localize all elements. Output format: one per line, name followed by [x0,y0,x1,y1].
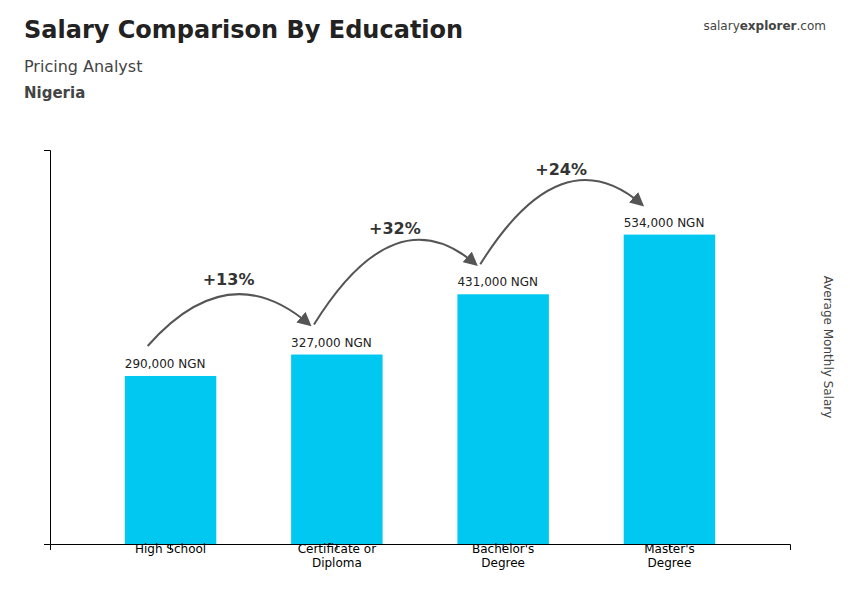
x-tick-label-line: High School [135,542,206,556]
site-branding-part: salary [703,19,739,33]
bar [624,235,715,544]
change-label: +24% [535,160,587,179]
change-label: +13% [203,270,255,289]
bar [457,294,548,544]
data-label: 431,000 NGN [457,275,538,289]
bar [291,355,382,544]
change-arrow [314,240,476,325]
x-tick-label-line: Master's [644,542,695,556]
chart-container: Salary Comparison By Education Pricing An… [0,0,850,606]
x-tick: Master'sDegree [644,542,695,570]
x-tick-label-line: Bachelor's [472,542,534,556]
plot-area [125,235,715,544]
x-tick: Bachelor'sDegree [472,542,534,570]
x-tick-label: Bachelor'sDegree [472,542,534,570]
bar [125,376,216,544]
x-tick-label-line: Certificate or [298,542,376,556]
x-axis: High School Certificate orDiploma Bachelor… [51,542,791,570]
site-branding: salaryexplorer.com [703,19,826,33]
change-label: +32% [369,219,421,238]
site-branding-part: explorer [740,19,797,33]
subtitle: Pricing Analyst [24,57,142,76]
y-axis-title: Average Monthly Salary [821,276,835,419]
x-tick: Certificate orDiploma [298,542,376,570]
change-arrow [480,180,642,264]
y-axis-line [44,151,51,545]
site-branding-part: .com [797,19,826,33]
data-label: 534,000 NGN [624,216,705,230]
x-tick-label-line: Degree [648,556,692,570]
x-tick-label: High School [135,542,206,556]
title: Salary Comparison By Education [24,16,463,44]
x-tick-label-line: Degree [481,556,525,570]
x-tick-label: Certificate orDiploma [298,542,376,570]
y-axis [44,151,51,545]
change-annotations: +13% +32% +24% [148,160,642,346]
subtitle: Nigeria [24,84,85,102]
data-label: 290,000 NGN [125,357,206,371]
x-tick-label: Master'sDegree [644,542,695,570]
change-arrow [148,294,310,346]
chart-svg: Salary Comparison By Education Pricing An… [0,0,850,606]
x-tick: High School [135,542,206,556]
data-label: 327,000 NGN [291,336,372,350]
x-tick-label-line: Diploma [312,556,362,570]
